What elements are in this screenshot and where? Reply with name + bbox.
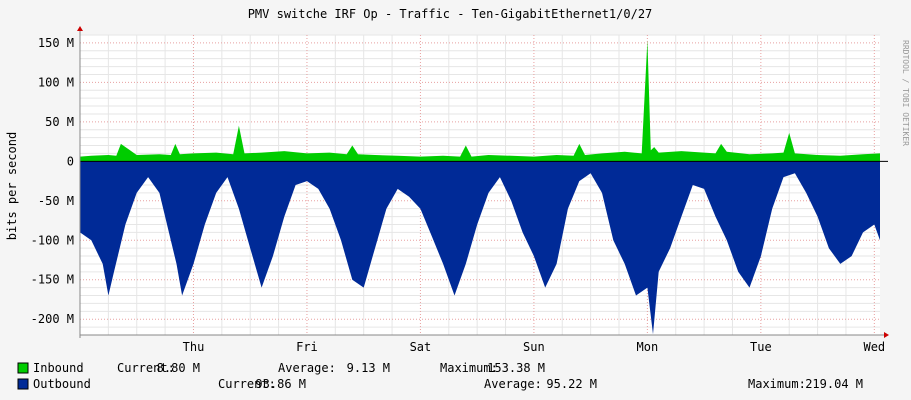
y-tick-label: -100 M xyxy=(31,233,74,247)
y-tick-label: 50 M xyxy=(45,115,74,129)
y-tick-label: 100 M xyxy=(38,75,74,89)
y-tick-label: -150 M xyxy=(31,273,74,287)
rrdtool-watermark: RRDTOOL / TOBI OETIKER xyxy=(901,40,910,146)
x-tick-label: Thu xyxy=(183,340,205,354)
y-tick-label: -200 M xyxy=(31,312,74,326)
y-tick-label: -50 M xyxy=(38,194,74,208)
legend-swatch-inbound xyxy=(17,362,29,374)
y-tick-label: 0 xyxy=(67,154,74,168)
legend-maximum-value: 219.04 M xyxy=(805,377,863,391)
y-tick-label: 150 M xyxy=(38,36,74,50)
legend-swatch-outbound xyxy=(17,378,29,390)
series-areas xyxy=(80,40,880,335)
legend-average-value: 95.22 M xyxy=(546,377,597,391)
legend-maximum-label: Maximum: xyxy=(440,361,498,375)
x-tick-label: Mon xyxy=(637,340,659,354)
y-axis-label: bits per second xyxy=(5,132,19,240)
legend-name: Inbound xyxy=(33,361,84,375)
legend-name: Outbound xyxy=(33,377,91,391)
axes xyxy=(77,26,889,338)
x-tick-label: Fri xyxy=(296,340,318,354)
legend: Inbound Current:8.80 M Average: 9.13 M Maxim… xyxy=(17,361,863,391)
legend-maximum-value: 153.38 M xyxy=(487,361,545,375)
legend-current-label: Current: xyxy=(218,377,276,391)
legend-average-value: 9.13 M xyxy=(347,361,390,375)
legend-current-value: 8.80 M xyxy=(157,361,200,375)
legend-average-label: Average: xyxy=(278,361,336,375)
y-tick-labels: 150 M 100 M 50 M 0 -50 M -100 M -150 M -200 M xyxy=(31,36,74,326)
series-area-outbound xyxy=(80,161,880,335)
y-axis-arrow xyxy=(77,26,83,31)
legend-current-value: 93.86 M xyxy=(255,377,306,391)
x-axis-arrow xyxy=(884,332,889,338)
chart-title: PMV switche IRF Op - Traffic - Ten-Gigab… xyxy=(248,7,653,21)
x-tick-label: Tue xyxy=(750,340,772,354)
legend-average-label: Average: xyxy=(484,377,542,391)
x-tick-label: Sat xyxy=(410,340,432,354)
x-tick-label: Wed xyxy=(863,340,885,354)
legend-current-label: Current: xyxy=(117,361,175,375)
legend-maximum-label: Maximum: xyxy=(748,377,806,391)
x-tick-labels: Thu Fri Sat Sun Mon Tue Wed xyxy=(183,340,886,354)
x-tick-label: Sun xyxy=(523,340,545,354)
